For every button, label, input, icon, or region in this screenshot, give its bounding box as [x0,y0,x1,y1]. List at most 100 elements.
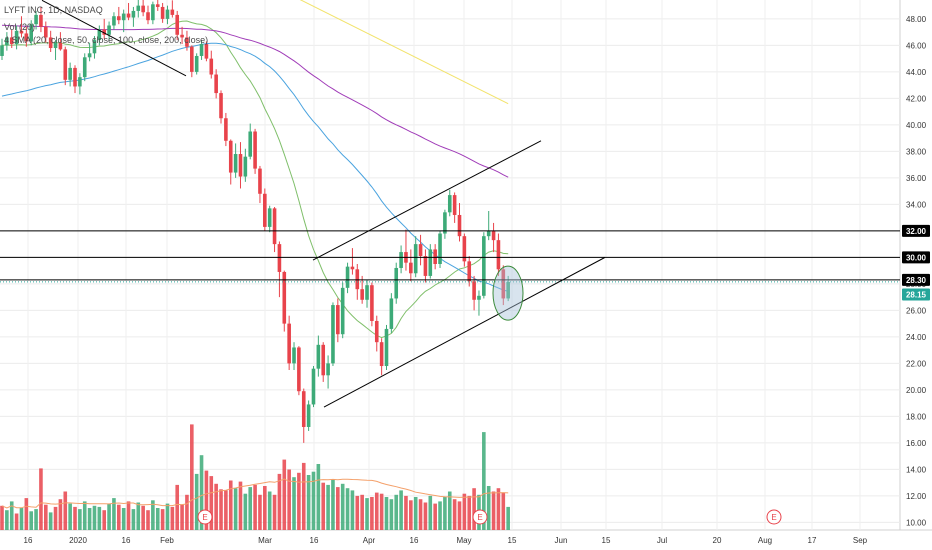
candle-body [204,44,209,59]
volume-bar [316,464,321,530]
candle-body [170,9,175,15]
candle-body [117,16,121,21]
y-tick-label: 12.00 [906,492,927,501]
volume-bar [506,506,510,530]
volume-bar [374,492,379,530]
candle-body [146,12,150,21]
y-tick-label: 36.00 [906,174,927,183]
volume-bar [355,495,360,530]
volume-ma-line [1,478,509,509]
candle-body [399,252,403,268]
candle-body [355,269,360,290]
sma-200-line [299,0,509,105]
price-badge [902,251,930,264]
candle-body [423,256,428,276]
x-tick-label: Apr [363,536,376,545]
candle-body [214,74,218,94]
candle-body [350,266,355,270]
volume-bar [370,497,374,530]
volume-bar [228,480,233,530]
candle-body [340,287,345,335]
candle-body [9,37,14,45]
y-tick-label: 34.00 [906,200,927,209]
volume-bar [87,508,92,530]
volume-bar [413,497,418,530]
candle-body [267,208,272,227]
y-tick-label: 40.00 [906,121,927,130]
volume-bar [462,493,467,530]
candle-body [14,30,19,45]
candle-body [233,154,238,173]
volume-bar [78,509,82,530]
volume-bar [336,487,340,530]
volume-bar [253,484,257,530]
candle-body [19,30,24,34]
candle-body [297,347,301,392]
y-tick-label: 26.00 [906,306,927,315]
candle-body [73,67,77,87]
candle-body [306,404,311,427]
candle-body [141,5,145,13]
candle-body [331,305,335,364]
y-tick-label: 24.00 [906,333,927,342]
candle-body [258,168,262,194]
earnings-marker-label: E [771,513,776,522]
volume-bar [58,499,63,530]
x-tick-label: 16 [410,536,419,545]
sma-20-line [1,20,509,339]
x-tick-label: Sep [853,536,868,545]
earnings-marker[interactable] [766,509,782,525]
volume-bar [82,501,87,530]
volume-bar [418,499,423,530]
volume-bar [379,493,384,530]
y-tick-label: 20.00 [906,386,927,395]
candle-body [82,57,87,78]
volume-bar [433,503,437,530]
candle-body [477,295,481,300]
volume-bar [404,495,408,530]
volume-bar [92,505,97,530]
x-tick-label: 15 [508,536,517,545]
candle-body [428,249,433,276]
candle-body [219,93,223,119]
candle-body [370,285,374,321]
volume-bar [9,501,14,530]
volume-bar [248,487,253,530]
candle-body [496,240,501,270]
y-tick-label: 14.00 [906,465,927,474]
candle-body [467,261,472,282]
volume-bar [209,476,214,530]
candle-body [126,13,131,18]
price-badge-label: 30.00 [906,253,927,262]
candle-body [447,195,452,213]
x-tick-label: 20 [713,536,722,545]
volume-bar [14,513,19,530]
volume-bar [438,501,442,530]
volume-bar [282,459,287,530]
volume-bar [306,475,311,530]
earnings-marker[interactable] [472,509,488,525]
candle-body [243,156,248,177]
x-tick-label: 16 [122,536,131,545]
volume-bar [180,504,184,530]
earnings-marker[interactable] [197,509,213,525]
candle-body [443,212,447,234]
candle-body [263,193,267,227]
volume-bar [360,494,364,530]
chart-title: LYFT INC, 1D, NASDAQ [4,5,103,15]
candle-body [301,391,306,427]
volume-bar [194,473,199,530]
candle-body [394,267,399,299]
x-tick-label: 17 [808,536,817,545]
price-badge [902,273,930,286]
candle-body [321,344,326,376]
volume-bar [243,493,248,530]
volume-bar [277,473,282,530]
volume-bar [311,471,316,530]
volume-bar [53,506,58,530]
candle-body [63,49,68,80]
volume-bar [102,510,107,530]
candle-body [292,347,296,364]
x-tick-label: 15 [602,536,611,545]
